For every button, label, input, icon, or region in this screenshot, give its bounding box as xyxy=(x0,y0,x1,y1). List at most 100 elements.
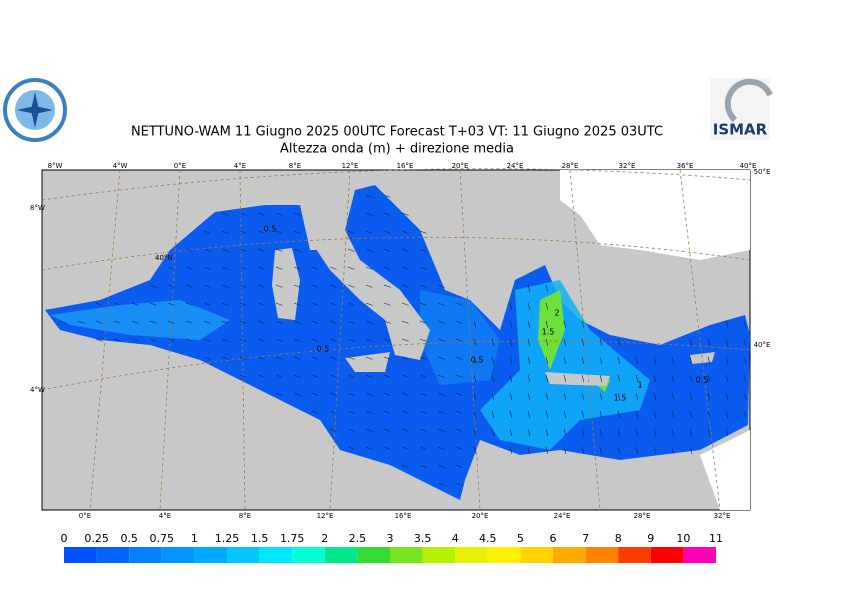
arrow xyxy=(545,428,549,436)
arrow xyxy=(545,410,549,418)
arrow xyxy=(311,410,319,414)
arrow xyxy=(149,320,157,324)
arrow xyxy=(473,392,477,400)
arrow xyxy=(473,446,477,454)
arrow xyxy=(599,374,603,382)
lat-label: 40°N xyxy=(155,254,173,262)
arrow xyxy=(437,446,445,450)
colorbar-label: 0.5 xyxy=(120,532,138,545)
arrow xyxy=(275,266,283,270)
arrow xyxy=(473,410,477,418)
arrow xyxy=(221,338,229,342)
arrow xyxy=(419,464,427,468)
arrow xyxy=(257,212,265,216)
arrow xyxy=(275,392,283,396)
arrow xyxy=(293,266,301,270)
arrow xyxy=(563,338,567,346)
lon-label: 12°E xyxy=(342,162,359,170)
colorbar-label: 9 xyxy=(647,532,654,545)
arrow xyxy=(383,338,391,342)
arrow xyxy=(239,338,247,342)
arrow xyxy=(545,446,549,454)
arrow xyxy=(527,446,531,454)
arrow xyxy=(617,446,621,454)
arrow xyxy=(455,320,463,324)
arrow xyxy=(257,338,265,342)
arrow xyxy=(473,356,477,364)
arrow xyxy=(671,410,675,418)
contour-label: 1.5 xyxy=(542,328,555,337)
contour-label: 0.5 xyxy=(317,345,330,354)
lon-label: 0°E xyxy=(79,512,91,520)
arrow xyxy=(59,320,67,324)
colorbar-box xyxy=(96,547,130,563)
arrow xyxy=(725,392,729,400)
arrow xyxy=(707,338,711,346)
arrow xyxy=(635,374,639,382)
arrow xyxy=(203,302,211,306)
arrow xyxy=(185,266,193,270)
arrow xyxy=(473,428,477,436)
arrow xyxy=(509,410,513,418)
arrow xyxy=(95,302,103,306)
title: NETTUNO-WAM 11 Giugno 2025 00UTC Forecas… xyxy=(131,125,663,140)
arrow xyxy=(653,356,657,364)
arrow xyxy=(527,374,531,382)
arrow xyxy=(293,302,301,306)
arrow xyxy=(617,428,621,436)
colorbar-box xyxy=(64,547,97,563)
arrow xyxy=(545,392,549,400)
arrow xyxy=(689,338,693,346)
arrow xyxy=(365,374,373,378)
arrow xyxy=(743,374,747,382)
arrow xyxy=(509,320,513,328)
lon-label: 24°E xyxy=(507,162,524,170)
arrow xyxy=(275,284,283,288)
lon-label: 0°E xyxy=(174,162,186,170)
colorbar-label: 1 xyxy=(191,532,198,545)
lon-label: 8°E xyxy=(289,162,301,170)
lon-label: 8°W xyxy=(48,162,63,170)
colorbar-box xyxy=(422,547,456,563)
arrow xyxy=(167,302,175,306)
arrow xyxy=(437,320,445,324)
lat-label: 50°E xyxy=(754,168,771,176)
arrow xyxy=(239,266,247,270)
arrow xyxy=(275,302,283,306)
colorbar-box xyxy=(227,547,260,563)
arrow xyxy=(743,356,747,364)
arrow xyxy=(239,248,247,252)
arrow xyxy=(293,212,301,216)
arrow xyxy=(383,230,391,234)
arrow xyxy=(185,248,193,252)
arrow xyxy=(365,230,373,234)
colorbar-label: 1.25 xyxy=(215,532,240,545)
arrow xyxy=(617,338,621,346)
arrow xyxy=(347,248,355,252)
arrow xyxy=(257,266,265,270)
arrow xyxy=(311,338,319,342)
arrow xyxy=(563,374,567,382)
arrow xyxy=(563,320,567,328)
arrow xyxy=(311,374,319,378)
arrow xyxy=(239,356,247,360)
arrow xyxy=(491,374,495,382)
arrow xyxy=(275,320,283,324)
arrow xyxy=(329,338,337,342)
colorbar-box xyxy=(259,547,293,563)
arrow xyxy=(203,230,211,234)
lon-label: 8°E xyxy=(239,512,251,520)
arrow xyxy=(743,338,747,346)
arrow xyxy=(437,428,445,432)
arrow xyxy=(221,356,229,360)
arrow xyxy=(689,446,693,454)
arrow xyxy=(545,356,549,364)
arrow xyxy=(455,410,463,414)
arrow xyxy=(599,392,603,400)
arrow xyxy=(365,284,373,288)
arrow xyxy=(527,356,531,364)
arrow xyxy=(311,320,319,324)
arrow xyxy=(527,284,531,292)
arrow xyxy=(311,392,319,396)
arrow xyxy=(509,356,513,364)
